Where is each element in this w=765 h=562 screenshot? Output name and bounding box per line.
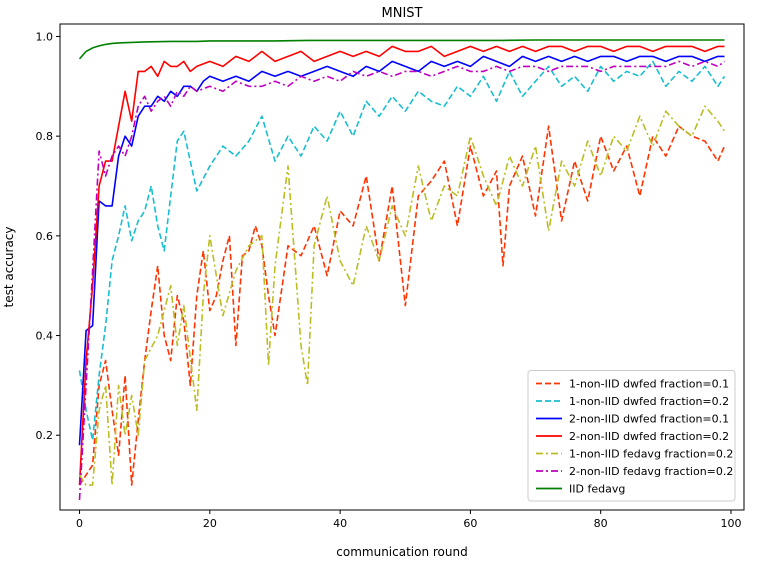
x-tick-label: 0 [76,517,83,530]
y-tick-label: 0.8 [36,130,54,143]
legend-box [527,370,736,502]
series-line-3 [78,55,725,446]
series-line-6 [78,60,725,501]
y-axis: 0.2 0.4 0.6 0.8 1.0 [36,30,60,442]
chart-title: MNIST [382,6,423,21]
x-tick-label: 20 [203,517,217,530]
legend-label: 1-non-IID dwfed fraction=0.1 [569,378,729,391]
y-tick-label: 1.0 [36,30,54,43]
legend-label: IID fedavg [569,483,625,496]
series-line-5 [78,105,726,486]
x-tick-label: 100 [720,517,741,530]
legend-label: 1-non-IID dwfed fraction=0.2 [569,395,729,408]
x-tick-label: 40 [333,517,347,530]
x-tick-label: 60 [463,517,477,530]
series-layer [78,39,726,501]
legend: 1-non-IID dwfed fraction=0.1 1-non-IID dw… [527,370,736,502]
y-tick-label: 0.6 [36,230,54,243]
series-line-2 [78,60,726,442]
series-line-7 [78,39,725,60]
legend-label: 2-non-IID fedavg fraction=0.2 [569,465,733,478]
legend-label: 1-non-IID fedavg fraction=0.2 [569,448,733,461]
x-axis-label: communication round [336,545,467,559]
x-axis: 0 20 40 60 80 100 [76,510,741,530]
series-line-4 [78,45,725,486]
legend-label: 2-non-IID dwfed fraction=0.1 [569,413,729,426]
y-axis-label: test accuracy [2,227,16,308]
legend-label: 2-non-IID dwfed fraction=0.2 [569,430,729,443]
y-tick-label: 0.2 [36,429,54,442]
y-tick-label: 0.4 [36,330,54,343]
x-tick-label: 80 [594,517,608,530]
